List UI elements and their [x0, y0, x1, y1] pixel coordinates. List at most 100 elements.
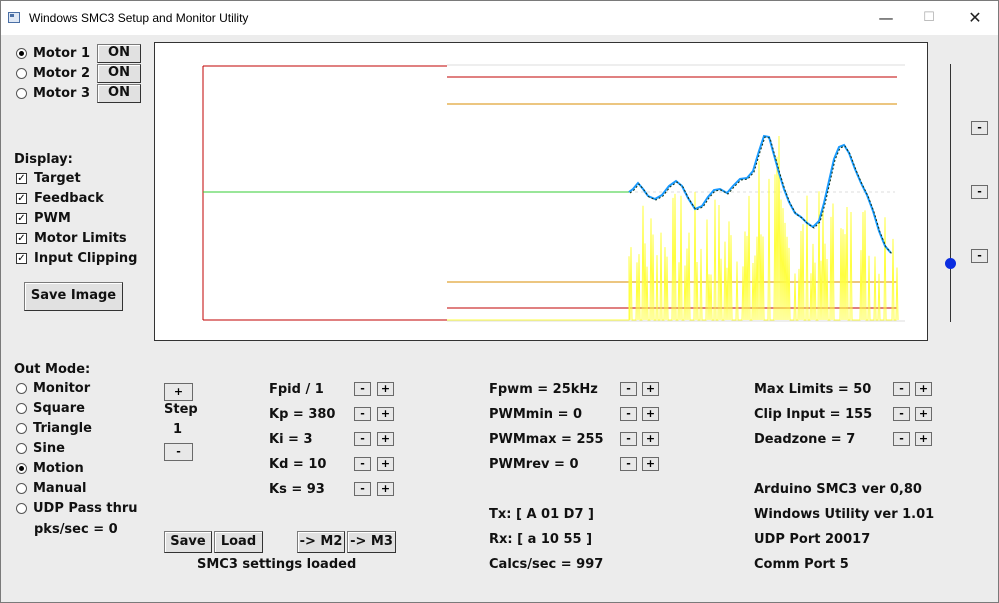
kd-plus-button[interactable]: + — [377, 457, 394, 471]
pwmmin-minus-button[interactable]: - — [620, 407, 637, 421]
pwmmax-label: PWMmax = 255 — [489, 432, 604, 447]
mode-monitor-radio[interactable] — [16, 383, 27, 394]
tx-readout: Tx: [ A 01 D7 ] — [489, 507, 594, 522]
copy-to-m3-button[interactable]: -> M3 — [347, 531, 396, 553]
motor-1-label: Motor 1 — [33, 46, 90, 61]
motor-1-on-button[interactable]: ON — [97, 44, 141, 63]
status-message: SMC3 settings loaded — [197, 557, 357, 572]
pwm-trace — [447, 136, 899, 321]
feedback-trace — [629, 136, 893, 255]
title-bar: Windows SMC3 Setup and Monitor Utility —… — [1, 1, 998, 35]
motor-limits-checkbox[interactable]: ✓ — [16, 233, 27, 244]
utility-version: Windows Utility ver 1.01 — [754, 507, 935, 522]
pwm-checkbox[interactable]: ✓ — [16, 213, 27, 224]
target-trace — [628, 134, 892, 254]
ki-plus-button[interactable]: + — [377, 432, 394, 446]
mode-square-label: Square — [33, 401, 85, 416]
motor-1-radio[interactable] — [16, 48, 27, 59]
kp-label: Kp = 380 — [269, 407, 336, 422]
mode-sine-label: Sine — [33, 441, 65, 456]
fpwm-plus-button[interactable]: + — [642, 382, 659, 396]
fpwm-label: Fpwm = 25kHz — [489, 382, 598, 397]
monitor-graph — [154, 42, 928, 341]
ks-label: Ks = 93 — [269, 482, 325, 497]
pwmmax-minus-button[interactable]: - — [620, 432, 637, 446]
motor-2-on-button[interactable]: ON — [97, 64, 141, 83]
ks-minus-button[interactable]: - — [354, 482, 371, 496]
clip-input-label: Clip Input = 155 — [754, 407, 873, 422]
fpid-label: Fpid / 1 — [269, 382, 324, 397]
calcs-readout: Calcs/sec = 997 — [489, 557, 604, 572]
load-button[interactable]: Load — [214, 531, 263, 553]
scale-middle-button[interactable]: - — [971, 185, 988, 199]
rx-readout: Rx: [ a 10 55 ] — [489, 532, 593, 547]
step-label: Step — [164, 402, 198, 417]
max-limits-plus-button[interactable]: + — [915, 382, 932, 396]
manual-slider-thumb[interactable] — [945, 257, 956, 269]
step-minus-button[interactable]: - — [164, 443, 193, 461]
minimize-button[interactable]: — — [878, 9, 894, 27]
comm-port: Comm Port 5 — [754, 557, 849, 572]
ks-plus-button[interactable]: + — [377, 482, 394, 496]
out-mode-heading: Out Mode: — [14, 362, 91, 377]
pwm-label: PWM — [34, 211, 71, 226]
mode-monitor-label: Monitor — [33, 381, 91, 396]
window-title: Windows SMC3 Setup and Monitor Utility — [29, 11, 249, 25]
input-clipping-label: Input Clipping — [34, 251, 138, 266]
mode-motion-radio[interactable] — [16, 463, 27, 474]
scale-top-button[interactable]: - — [971, 121, 988, 135]
target-checkbox[interactable]: ✓ — [16, 173, 27, 184]
deadzone-plus-button[interactable]: + — [915, 432, 932, 446]
pwmmax-plus-button[interactable]: + — [642, 432, 659, 446]
motor-3-radio[interactable] — [16, 88, 27, 99]
input-clipping-checkbox[interactable]: ✓ — [16, 253, 27, 264]
save-image-button[interactable]: Save Image — [24, 282, 123, 311]
target-label: Target — [34, 171, 81, 186]
feedback-label: Feedback — [34, 191, 104, 206]
mode-manual-radio[interactable] — [16, 483, 27, 494]
motor-2-label: Motor 2 — [33, 66, 90, 81]
mode-square-radio[interactable] — [16, 403, 27, 414]
close-button[interactable]: ✕ — [968, 8, 982, 27]
pwmmin-plus-button[interactable]: + — [642, 407, 659, 421]
fpwm-minus-button[interactable]: - — [620, 382, 637, 396]
save-button[interactable]: Save — [164, 531, 212, 553]
max-limits-minus-button[interactable]: - — [893, 382, 910, 396]
mode-manual-label: Manual — [33, 481, 87, 496]
step-value: 1 — [173, 422, 183, 437]
pwmrev-plus-button[interactable]: + — [642, 457, 659, 471]
app-icon — [8, 12, 20, 23]
manual-slider-track[interactable] — [950, 64, 951, 322]
display-heading: Display: — [14, 152, 73, 167]
copy-to-m2-button[interactable]: -> M2 — [297, 531, 345, 553]
clip-input-minus-button[interactable]: - — [893, 407, 910, 421]
client-area: Motor 1 ON Motor 2 ON Motor 3 ON Display… — [1, 35, 998, 602]
mode-triangle-radio[interactable] — [16, 423, 27, 434]
deadzone-label: Deadzone = 7 — [754, 432, 856, 447]
step-plus-button[interactable]: + — [164, 383, 193, 401]
motor-3-on-button[interactable]: ON — [97, 84, 141, 103]
mode-udp-label: UDP Pass thru — [33, 501, 138, 516]
max-limits-label: Max Limits = 50 — [754, 382, 872, 397]
fpid-minus-button[interactable]: - — [354, 382, 371, 396]
udp-port: UDP Port 20017 — [754, 532, 871, 547]
feedback-checkbox[interactable]: ✓ — [16, 193, 27, 204]
deadzone-minus-button[interactable]: - — [893, 432, 910, 446]
scale-bottom-button[interactable]: - — [971, 249, 988, 263]
pwmrev-minus-button[interactable]: - — [620, 457, 637, 471]
kd-minus-button[interactable]: - — [354, 457, 371, 471]
mode-sine-radio[interactable] — [16, 443, 27, 454]
kp-plus-button[interactable]: + — [377, 407, 394, 421]
kp-minus-button[interactable]: - — [354, 407, 371, 421]
clip-input-plus-button[interactable]: + — [915, 407, 932, 421]
fpid-plus-button[interactable]: + — [377, 382, 394, 396]
mode-motion-label: Motion — [33, 461, 84, 476]
ki-label: Ki = 3 — [269, 432, 313, 447]
maximize-button[interactable]: ☐ — [923, 10, 935, 25]
motor-2-radio[interactable] — [16, 68, 27, 79]
pwmrev-label: PWMrev = 0 — [489, 457, 579, 472]
ki-minus-button[interactable]: - — [354, 432, 371, 446]
mode-udp-radio[interactable] — [16, 503, 27, 514]
pks-sec-readout: pks/sec = 0 — [34, 522, 118, 537]
